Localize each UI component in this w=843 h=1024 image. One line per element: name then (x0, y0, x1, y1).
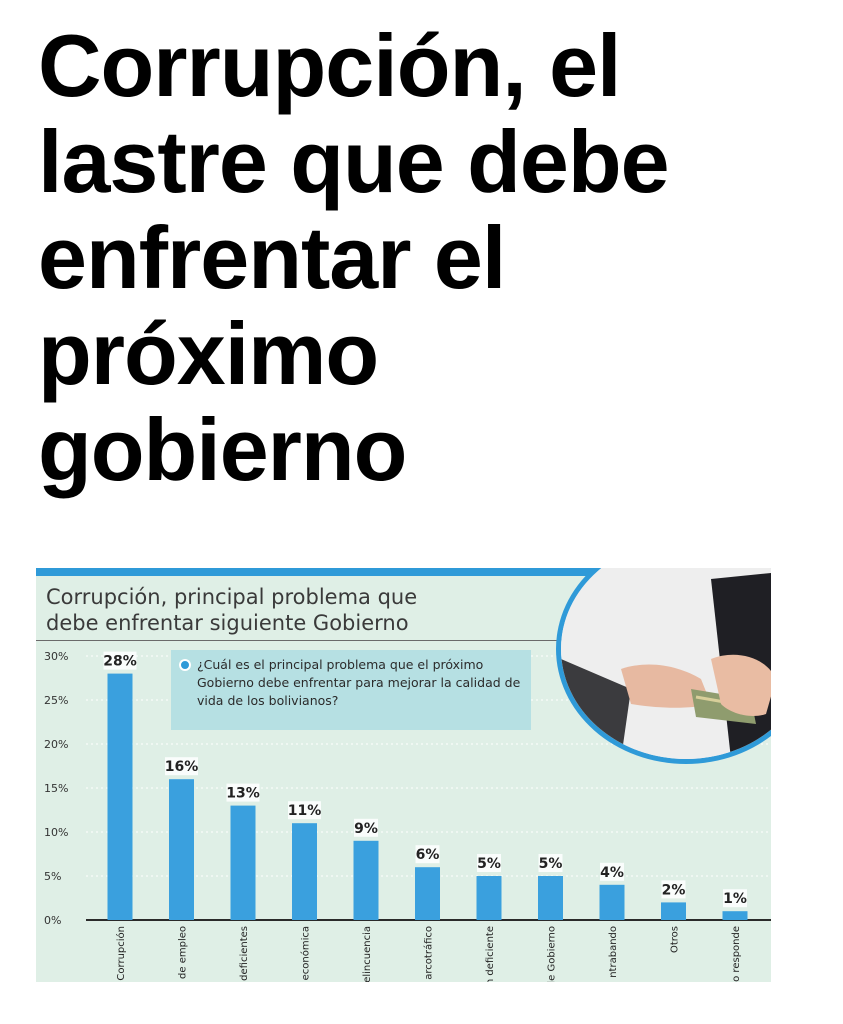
data-label-background (354, 818, 378, 837)
chart-card: Corrupción, principal problema que debe … (36, 568, 771, 982)
survey-question-box: ¿Cuál es el principal problema que el pr… (171, 650, 531, 730)
category-label: lud deficientes (239, 926, 250, 982)
y-tick-label: 0% (44, 914, 61, 927)
data-label: 2% (662, 882, 686, 898)
bar (476, 876, 502, 920)
data-label-background (600, 862, 624, 881)
chart-title-line-2: debe enfrentar siguiente Gobierno (46, 611, 409, 635)
bar (169, 779, 194, 920)
bar (292, 823, 317, 920)
bar (230, 805, 256, 920)
bar (538, 876, 563, 920)
y-tick-label: 15% (44, 782, 68, 795)
category-label: económica (300, 926, 312, 980)
bullet-icon (179, 659, 191, 671)
data-label-background (415, 845, 440, 864)
headline-line-2: lastre que debe (38, 112, 670, 211)
bar (722, 911, 748, 920)
category-label: de empleo (178, 926, 189, 979)
bar (661, 902, 686, 920)
bar (415, 867, 440, 920)
bar (599, 884, 625, 920)
data-label: 11% (288, 803, 322, 819)
category-label: de Gobierno (547, 926, 558, 982)
data-label-background (288, 801, 321, 820)
data-label: 4% (600, 865, 624, 881)
data-label: 5% (539, 856, 563, 872)
chart-title-line-1: Corrupción, principal problema que (46, 585, 418, 609)
title-divider (36, 640, 596, 641)
category-label: Otros (670, 926, 681, 953)
headline: Corrupción, el lastre que debe enfrentar… (38, 18, 828, 498)
category-label: o responde (731, 926, 742, 982)
bar (107, 673, 133, 920)
headline-line-3: enfrentar el (38, 208, 506, 307)
headline-line-5: gobierno (38, 400, 407, 499)
data-label-background (661, 880, 686, 899)
data-label-background (723, 889, 747, 908)
chart-title: Corrupción, principal problema que debe … (46, 584, 566, 636)
y-tick-label: 25% (44, 694, 68, 707)
bar (353, 840, 379, 920)
survey-question-text: ¿Cuál es el principal problema que el pr… (197, 657, 521, 708)
data-label: 6% (416, 847, 440, 863)
chart-top-bar (36, 568, 771, 576)
category-label: elincuencia (362, 926, 373, 982)
data-label: 28% (103, 654, 137, 670)
data-label-background (165, 757, 198, 776)
data-label: 5% (477, 856, 501, 872)
headline-line-1: Corrupción, el (38, 16, 622, 115)
headline-line-4: próximo (38, 304, 379, 403)
y-tick-label: 30% (44, 650, 68, 663)
bar-chart: 0% 5% 10% 15% 20% 25% 30% 28% Corrupción 16% de em… (44, 650, 771, 982)
y-tick-label: 5% (44, 870, 61, 883)
category-label: Corrupción (115, 926, 127, 981)
data-label: 13% (226, 786, 260, 802)
data-label-background (103, 651, 137, 670)
data-label: 16% (165, 759, 199, 775)
category-label: arcotráfico (423, 926, 435, 980)
data-label-background (538, 854, 563, 872)
category-label: n deficiente (485, 926, 496, 982)
data-label: 1% (723, 891, 747, 907)
data-label-background (477, 854, 501, 872)
y-tick-label: 10% (44, 826, 68, 839)
data-label: 9% (354, 821, 378, 837)
category-label: ntrabando (608, 926, 619, 978)
y-tick-label: 20% (44, 738, 68, 751)
data-label-background (226, 783, 260, 802)
